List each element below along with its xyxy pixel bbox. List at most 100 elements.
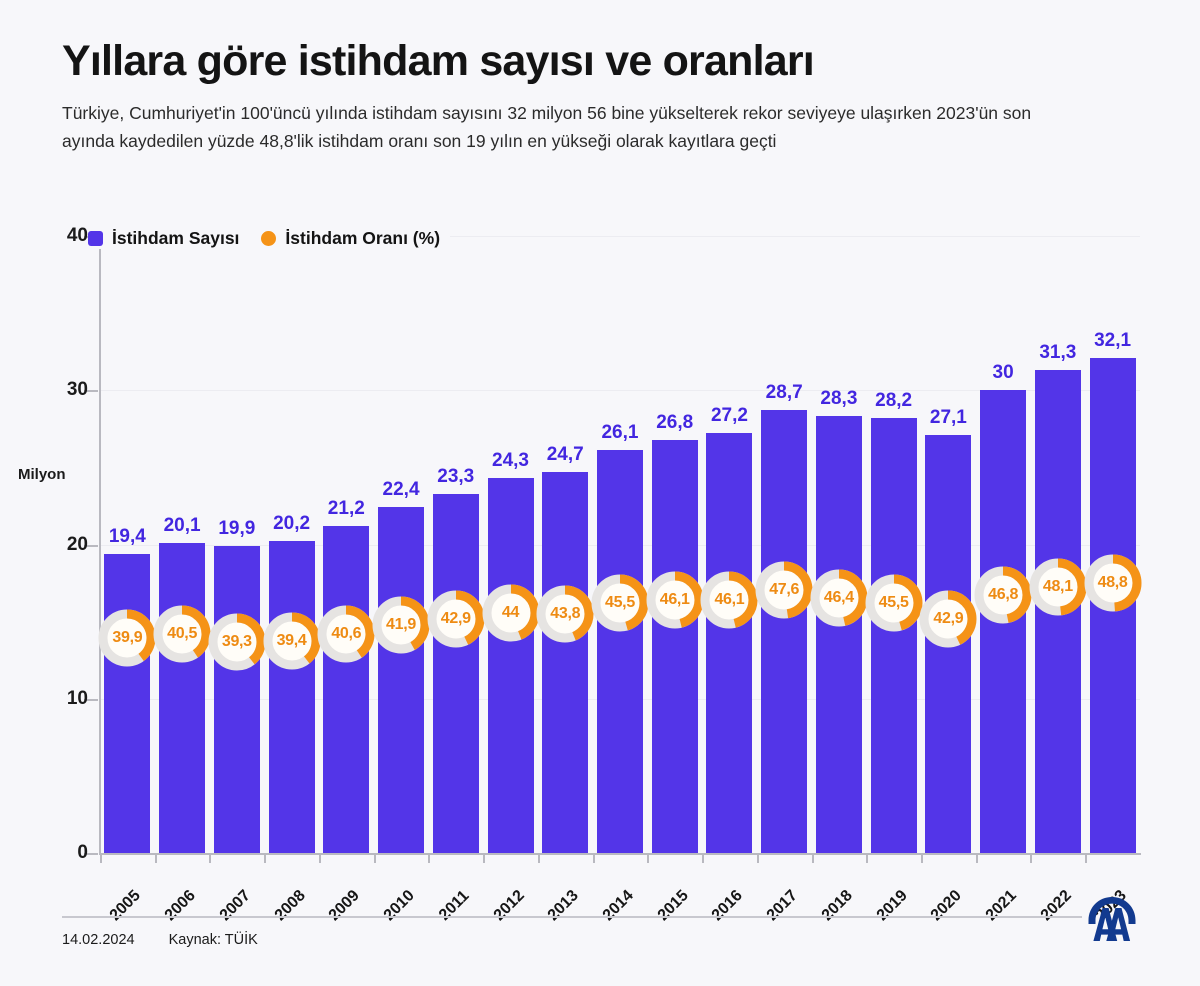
x-tick-mark [975, 853, 978, 863]
rate-donut[interactable]: 45,5 [589, 572, 651, 634]
bar-value-label: 27,2 [710, 405, 748, 427]
rate-donut[interactable]: 42,9 [917, 588, 979, 650]
footer-date: 14.02.2024 [62, 932, 135, 948]
bar[interactable]: 19,9 [213, 518, 260, 853]
x-tick-mark [866, 853, 869, 863]
rate-donut[interactable]: 44 [480, 582, 542, 644]
bar-column[interactable]: 39,4 20,2 2008 [263, 236, 321, 924]
bar-column[interactable]: 42,9 27,1 2020 [919, 236, 977, 924]
x-tick-mark [1085, 853, 1088, 863]
bar-value-label: 28,3 [820, 388, 858, 410]
gridline [100, 236, 1140, 237]
y-axis-line [99, 232, 101, 854]
bar-series-container: 39,9 19,4 2005 40,5 20,1 2006 39,3 19,9 2007 3… [98, 236, 1142, 924]
bar[interactable]: 24,3 [487, 450, 534, 853]
bar-column[interactable]: 41,9 22,4 2010 [372, 236, 430, 924]
bar-value-label: 28,2 [875, 390, 913, 412]
x-tick-mark [100, 853, 102, 863]
bar[interactable]: 26,1 [596, 422, 643, 853]
bar-column[interactable]: 39,9 19,4 2005 [98, 236, 156, 924]
rate-donut[interactable]: 40,5 [151, 603, 213, 665]
legend-circle-icon [261, 231, 277, 246]
rate-value-label: 39,4 [276, 631, 307, 649]
rate-donut[interactable]: 39,3 [206, 611, 268, 673]
bar[interactable]: 22,4 [378, 479, 425, 853]
x-tick-mark [647, 853, 650, 863]
rate-donut[interactable]: 39,9 [96, 607, 158, 669]
bar-value-label: 27,1 [929, 406, 967, 428]
x-tick-mark [428, 853, 431, 863]
rate-donut[interactable]: 46,1 [644, 569, 706, 631]
rate-value-label: 46,4 [823, 588, 854, 606]
bar-value-label: 31,3 [1039, 342, 1077, 364]
x-tick-mark [373, 853, 376, 863]
bar-column[interactable]: 46,1 26,8 2015 [646, 236, 704, 924]
bar[interactable]: 20,1 [159, 515, 206, 853]
bar-column[interactable]: 40,5 20,1 2006 [153, 236, 211, 924]
footer-source: Kaynak: TÜİK [168, 932, 258, 948]
bar[interactable]: 28,3 [815, 388, 862, 853]
bar-column[interactable]: 39,3 19,9 2007 [208, 236, 266, 924]
bar-column[interactable]: 44 24,3 2012 [482, 236, 539, 924]
bar-column[interactable]: 45,5 26,1 2014 [591, 236, 649, 924]
legend-item-istihdam-sayisi[interactable]: İstihdam Sayısı [88, 228, 239, 249]
legend-label-2: İstihdam Oranı (%) [285, 228, 441, 248]
rate-value-label: 41,9 [386, 616, 416, 634]
bar-value-label: 24,3 [492, 450, 529, 472]
chart-legend: İstihdam Sayısı İstihdam Oranı (%) [88, 228, 451, 249]
bar[interactable]: 24,7 [542, 444, 589, 853]
page-title: Yıllara göre istihdam sayısı ve oranları [62, 37, 815, 85]
rate-donut[interactable]: 48,8 [1082, 552, 1144, 614]
bar[interactable]: 28,7 [761, 382, 808, 853]
legend-item-istihdam-orani[interactable]: İstihdam Oranı (%) [261, 228, 440, 249]
rate-donut[interactable]: 40,6 [315, 603, 377, 665]
bar[interactable]: 19,4 [104, 526, 151, 853]
rate-value-label: 42,9 [933, 610, 964, 628]
bar[interactable]: 21,2 [323, 498, 370, 853]
x-tick-mark [318, 853, 321, 863]
bar-column[interactable]: 47,6 28,7 2017 [755, 236, 813, 924]
rate-donut[interactable]: 46,1 [698, 569, 760, 631]
bar[interactable]: 20,2 [268, 513, 315, 853]
gridline [100, 390, 1140, 392]
bar-column[interactable]: 43,8 24,7 2013 [536, 236, 594, 924]
bar[interactable]: 26,8 [651, 412, 698, 853]
rate-donut[interactable]: 43,8 [534, 583, 596, 645]
x-tick-mark [264, 853, 267, 863]
bar[interactable]: 27,2 [706, 405, 753, 853]
bar-value-label: 21,2 [327, 498, 365, 519]
y-tick-mark [84, 544, 98, 547]
y-tick-mark [84, 390, 98, 393]
bar[interactable]: 28,2 [870, 390, 917, 853]
legend-square-icon [88, 231, 103, 246]
bar-column[interactable]: 48,1 31,3 2022 [1029, 236, 1087, 924]
x-tick-mark [154, 853, 157, 863]
bar-value-label: 22,4 [382, 479, 420, 501]
y-tick-label: 40 [66, 225, 88, 246]
bar-column[interactable]: 45,5 28,2 2019 [865, 236, 923, 924]
bar-value-label: 23,3 [437, 465, 475, 487]
y-axis-unit-label: Milyon [18, 466, 66, 483]
bar-column[interactable]: 42,9 23,3 2011 [427, 236, 485, 924]
bar[interactable]: 23,3 [432, 466, 479, 853]
rate-value-label: 46,8 [988, 586, 1019, 604]
bar-column[interactable]: 46,4 28,3 2018 [810, 236, 868, 924]
page-subtitle: Türkiye, Cumhuriyet'in 100'üncü yılında … [62, 103, 1032, 151]
rate-donut[interactable]: 46,8 [972, 564, 1034, 626]
rate-donut[interactable]: 42,9 [425, 588, 487, 650]
rate-donut[interactable]: 39,4 [261, 610, 323, 672]
rate-donut[interactable]: 47,6 [753, 559, 815, 621]
bar-value-label: 19,9 [218, 518, 256, 540]
rate-donut[interactable]: 48,1 [1027, 556, 1089, 618]
bar-value-label: 20,2 [273, 513, 311, 535]
rate-donut[interactable]: 41,9 [370, 594, 432, 656]
rate-value-label: 47,6 [769, 581, 800, 599]
bar-value-label: 26,8 [656, 411, 694, 433]
rate-donut[interactable]: 46,4 [808, 567, 870, 629]
bar-column[interactable]: 46,1 27,2 2016 [700, 236, 758, 924]
bar-column[interactable]: 40,6 21,2 2009 [317, 236, 375, 924]
bar-column[interactable]: 48,8 32,1 2023 [1084, 236, 1142, 924]
rate-donut[interactable]: 45,5 [863, 572, 925, 634]
bar-column[interactable]: 46,8 30 2021 [974, 236, 1032, 924]
x-tick-mark [209, 853, 212, 863]
